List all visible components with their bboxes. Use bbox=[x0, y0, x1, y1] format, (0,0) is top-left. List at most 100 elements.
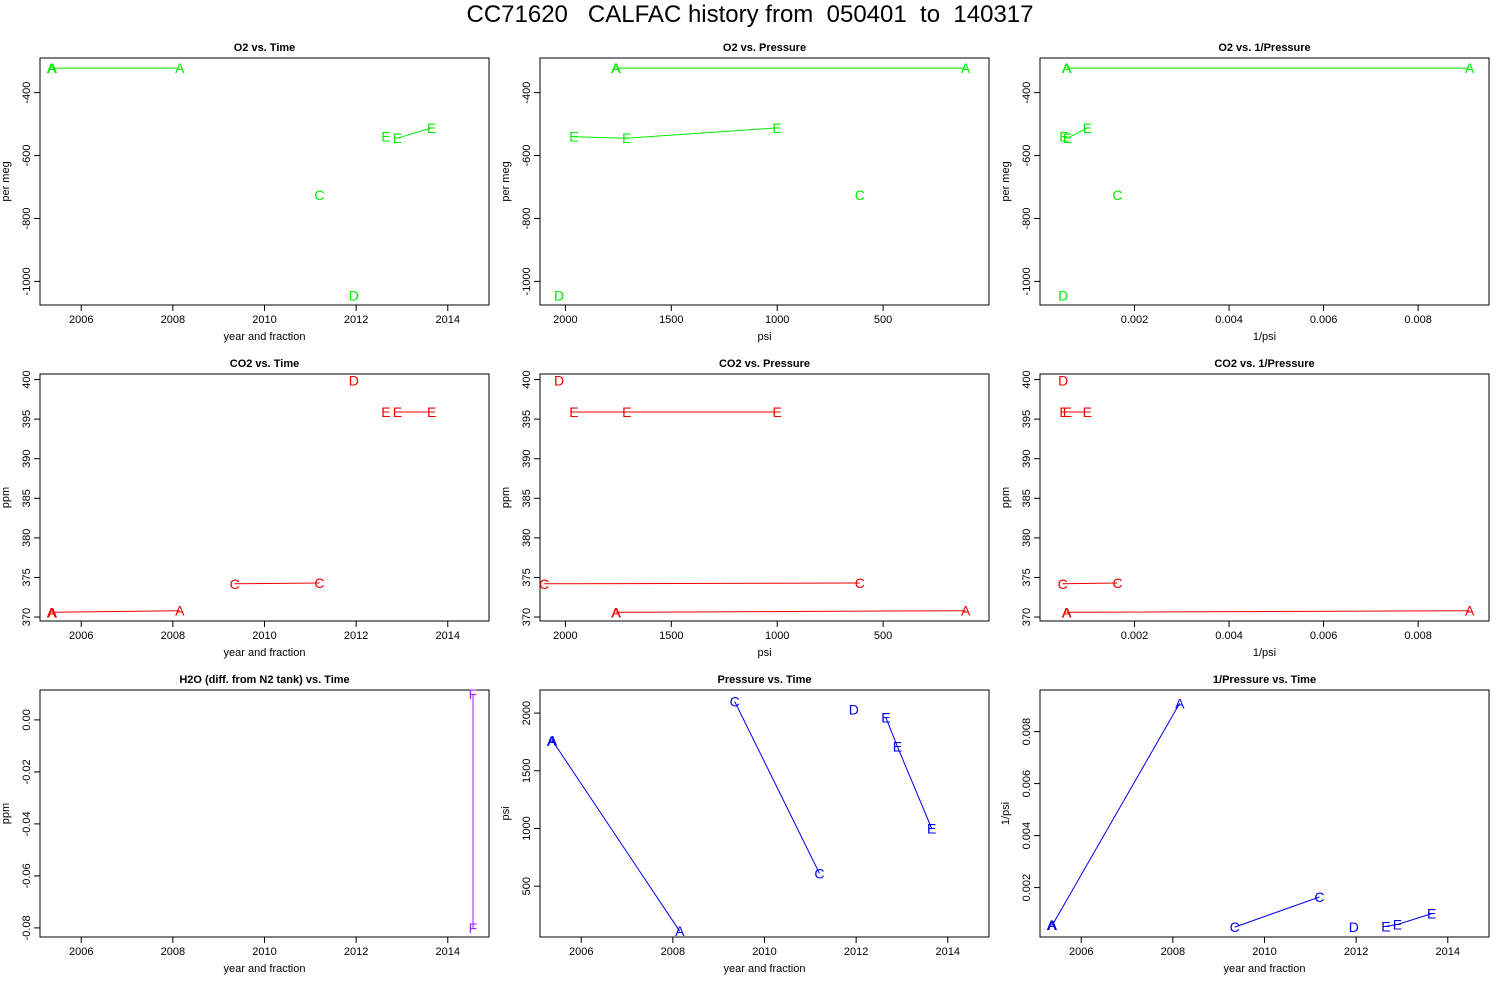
data-point-A: A bbox=[1062, 604, 1072, 620]
data-point-C: C bbox=[314, 575, 324, 591]
data-point-C: C bbox=[1058, 576, 1068, 592]
x-axis-label: 1/psi bbox=[1253, 647, 1276, 659]
data-point-A: A bbox=[612, 60, 622, 76]
data-point-E: E bbox=[773, 120, 782, 136]
data-point-A: A bbox=[47, 604, 57, 620]
data-point-E: E bbox=[381, 129, 390, 145]
x-tick-label: 500 bbox=[874, 314, 892, 326]
data-point-C: C bbox=[539, 576, 549, 592]
series-line bbox=[1066, 610, 1470, 613]
x-axis-label: year and fraction bbox=[224, 963, 306, 975]
x-tick-label: 2000 bbox=[553, 314, 577, 326]
plot-frame bbox=[39, 689, 490, 938]
data-point-C: C bbox=[855, 187, 865, 203]
chart-title: CO2 vs. 1/Pressure bbox=[1214, 358, 1314, 370]
data-point-E: E bbox=[393, 404, 402, 420]
chart-panel-9: 1/Pressure vs. Time 2006 2008 2010 2012 2014 0… bbox=[1000, 674, 1490, 975]
x-tick-label: 0.008 bbox=[1404, 314, 1432, 326]
data-point-D: D bbox=[349, 288, 359, 304]
data-point-C: C bbox=[730, 694, 740, 710]
series-line bbox=[734, 701, 820, 874]
data-point-A: A bbox=[612, 604, 622, 620]
x-tick-label: 2008 bbox=[161, 946, 185, 958]
data-point-E: E bbox=[1083, 120, 1092, 136]
series-line bbox=[1385, 913, 1432, 927]
data-point-A: A bbox=[1062, 60, 1072, 76]
chart-title: CO2 vs. Time bbox=[230, 358, 300, 370]
series-line bbox=[615, 610, 966, 613]
data-point-D: D bbox=[849, 702, 859, 718]
y-tick-label: 370 bbox=[21, 608, 33, 626]
data-point-D: D bbox=[1349, 919, 1359, 935]
y-tick-label: 385 bbox=[1021, 489, 1033, 507]
chart-panel-2: O2 vs. Pressure 2000 1500 1000 500 -400 -600 -8… bbox=[500, 42, 990, 343]
y-axis-label: ppm bbox=[1000, 487, 1012, 508]
data-point-A: A bbox=[175, 603, 185, 619]
data-point-A: A bbox=[1465, 603, 1475, 619]
plot-frame bbox=[539, 689, 990, 938]
data-point-E: E bbox=[1083, 404, 1092, 420]
series-line bbox=[573, 136, 627, 139]
data-point-C: C bbox=[814, 866, 824, 882]
chart-title: 1/Pressure vs. Time bbox=[1213, 674, 1316, 686]
data-point-C: C bbox=[855, 575, 865, 591]
y-tick-label: 1000 bbox=[521, 816, 533, 840]
x-tick-label: 2012 bbox=[344, 630, 368, 642]
data-point-A: A bbox=[548, 733, 558, 749]
y-axis-label: ppm bbox=[0, 803, 12, 824]
data-point-C: C bbox=[230, 576, 240, 592]
y-tick-label: 0.006 bbox=[1021, 770, 1033, 798]
x-tick-label: 2010 bbox=[252, 946, 276, 958]
x-tick-label: 2006 bbox=[1069, 946, 1093, 958]
data-point-E: E bbox=[1063, 130, 1072, 146]
series-line bbox=[544, 582, 860, 585]
x-axis-label: year and fraction bbox=[224, 647, 306, 659]
y-tick-label: 500 bbox=[521, 877, 533, 895]
y-tick-label: -0.02 bbox=[21, 759, 33, 784]
y-tick-label: 380 bbox=[521, 529, 533, 547]
x-axis-label: year and fraction bbox=[724, 963, 806, 975]
y-tick-label: 385 bbox=[521, 489, 533, 507]
y-tick-label: 385 bbox=[21, 489, 33, 507]
chart-title: O2 vs. Pressure bbox=[723, 42, 806, 54]
x-tick-label: 0.002 bbox=[1121, 630, 1149, 642]
data-point-E: E bbox=[927, 821, 936, 837]
y-tick-label: -400 bbox=[521, 82, 533, 104]
y-tick-label: -800 bbox=[1021, 207, 1033, 229]
y-tick-label: 0.00 bbox=[21, 709, 33, 730]
y-tick-label: 390 bbox=[21, 450, 33, 468]
y-tick-label: 395 bbox=[521, 410, 533, 428]
x-axis-label: psi bbox=[757, 331, 771, 343]
series-line bbox=[1067, 127, 1088, 139]
data-point-A: A bbox=[48, 60, 58, 76]
x-tick-label: 2006 bbox=[69, 630, 93, 642]
y-tick-label: 390 bbox=[521, 450, 533, 468]
series-line bbox=[1062, 582, 1118, 585]
data-point-E: E bbox=[893, 739, 902, 755]
x-tick-label: 2006 bbox=[569, 946, 593, 958]
series-line bbox=[626, 127, 778, 139]
y-tick-label: 395 bbox=[21, 410, 33, 428]
chart-panel-6: CO2 vs. 1/Pressure 0.002 0.004 0.006 0.008 37… bbox=[1000, 358, 1490, 659]
x-tick-label: 2006 bbox=[69, 314, 93, 326]
x-tick-label: 0.006 bbox=[1310, 630, 1338, 642]
data-point-D: D bbox=[554, 288, 564, 304]
data-point-A: A bbox=[961, 603, 971, 619]
plot-frame bbox=[1039, 57, 1490, 306]
data-point-C: C bbox=[1314, 889, 1324, 905]
chart-panel-1: O2 vs. Time 2006 2008 2010 2012 2014 -400 -600 -… bbox=[0, 42, 490, 343]
data-point-A: A bbox=[1465, 60, 1475, 76]
y-tick-label: 2000 bbox=[521, 701, 533, 725]
chart-title: O2 vs. 1/Pressure bbox=[1218, 42, 1310, 54]
y-tick-label: -800 bbox=[21, 207, 33, 229]
y-tick-label: 400 bbox=[21, 370, 33, 388]
plot-frame bbox=[1039, 689, 1490, 938]
x-axis-label: year and fraction bbox=[224, 331, 306, 343]
y-tick-label: 400 bbox=[521, 370, 533, 388]
y-tick-label: 1500 bbox=[521, 759, 533, 783]
data-point-A: A bbox=[175, 60, 185, 76]
y-tick-label: -0.04 bbox=[21, 811, 33, 836]
y-axis-label: psi bbox=[500, 806, 512, 820]
series-line bbox=[51, 610, 180, 613]
chart-title: H2O (diff. from N2 tank) vs. Time bbox=[179, 674, 349, 686]
